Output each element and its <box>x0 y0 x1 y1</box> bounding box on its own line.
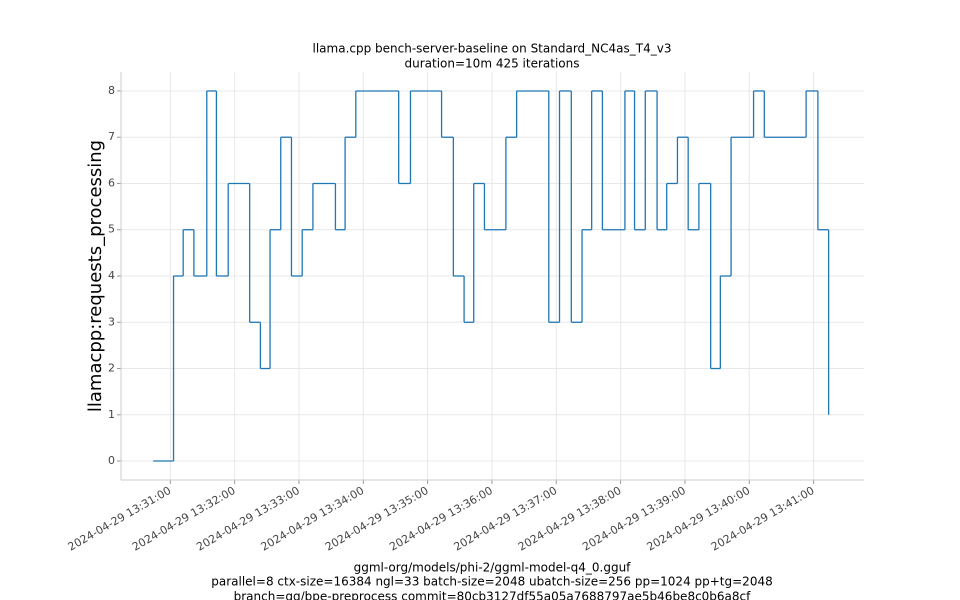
y-tick-label: 3 <box>108 315 115 328</box>
y-tick-label: 1 <box>108 408 115 421</box>
x-tick-label: 2024-04-29 13:35:00 <box>323 484 431 554</box>
y-tick-label: 4 <box>108 269 115 282</box>
y-tick-label: 6 <box>108 176 115 189</box>
x-tick-label: 2024-04-29 13:38:00 <box>516 484 624 554</box>
chart-title: llama.cpp bench-server-baseline on Stand… <box>313 42 672 56</box>
footer-line: ggml-org/models/phi-2/ggml-model-q4_0.gg… <box>354 561 632 575</box>
y-axis-label: llamacpp:requests_processing <box>85 140 106 412</box>
y-tick-label: 8 <box>108 84 115 97</box>
x-tick-label: 2024-04-29 13:34:00 <box>259 484 367 554</box>
x-tick-label: 2024-04-29 13:37:00 <box>452 484 560 554</box>
x-tick-label: 2024-04-29 13:32:00 <box>130 484 238 554</box>
chart-subtitle: duration=10m 425 iterations <box>405 57 580 71</box>
x-tick-label: 2024-04-29 13:41:00 <box>709 484 817 554</box>
x-tick-label: 2024-04-29 13:36:00 <box>387 484 495 554</box>
x-tick-label: 2024-04-29 13:40:00 <box>645 484 753 554</box>
x-tick-label: 2024-04-29 13:39:00 <box>580 484 688 554</box>
footer-line: parallel=8 ctx-size=16384 ngl=33 batch-s… <box>211 575 772 589</box>
y-tick-label: 0 <box>108 454 115 467</box>
y-tick-label: 7 <box>108 130 115 143</box>
footer-line: branch=gg/bpe-preprocess commit=80cb3127… <box>234 590 752 600</box>
x-tick-label: 2024-04-29 13:31:00 <box>66 484 174 554</box>
x-tick-label: 2024-04-29 13:33:00 <box>194 484 302 554</box>
y-tick-label: 5 <box>108 223 115 236</box>
y-tick-label: 2 <box>108 362 115 375</box>
